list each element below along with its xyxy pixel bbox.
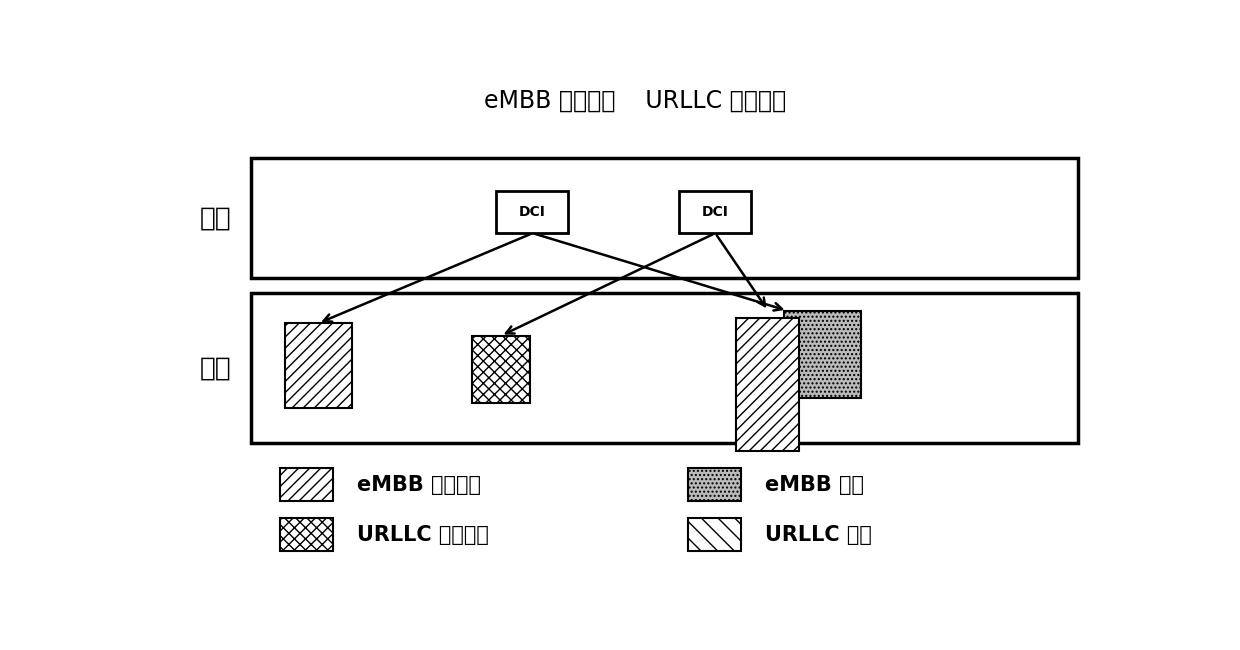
Bar <box>285 323 352 408</box>
Bar <box>688 469 742 501</box>
Text: 上行: 上行 <box>200 205 232 231</box>
Text: URLLC 数据: URLLC 数据 <box>765 525 872 545</box>
Bar <box>472 336 529 403</box>
Bar <box>785 311 862 398</box>
Text: URLLC 业务请求: URLLC 业务请求 <box>357 525 489 545</box>
Text: eMBB 调度许可    URLLC 调度许可: eMBB 调度许可 URLLC 调度许可 <box>485 88 786 112</box>
Bar <box>496 190 568 233</box>
Text: eMBB 数据: eMBB 数据 <box>765 474 864 495</box>
Bar <box>250 293 1078 443</box>
Bar <box>250 158 1078 278</box>
Bar <box>280 519 332 551</box>
Text: DCI: DCI <box>518 205 546 219</box>
Text: 下行: 下行 <box>200 356 232 382</box>
Bar <box>737 318 799 451</box>
Text: eMBB 业务请求: eMBB 业务请求 <box>357 474 481 495</box>
Bar <box>678 190 750 233</box>
Text: DCI: DCI <box>702 205 728 219</box>
Bar <box>688 519 742 551</box>
Bar <box>280 469 332 501</box>
